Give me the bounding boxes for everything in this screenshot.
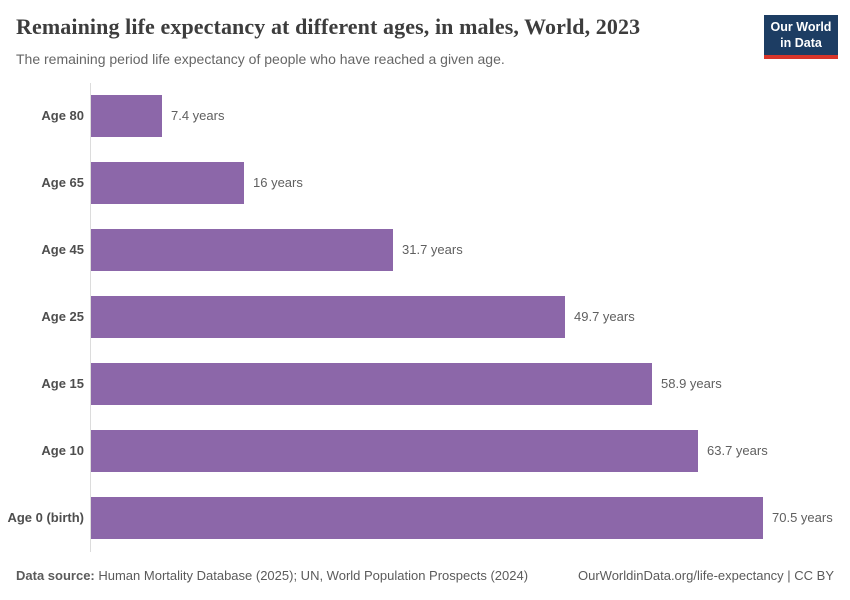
bar[interactable] [91, 497, 763, 539]
category-label: Age 65 [41, 175, 84, 190]
category-label: Age 15 [41, 376, 84, 391]
bar[interactable] [91, 95, 162, 137]
bar-chart: Age 80 7.4 years Age 65 16 years Age 45 31.7 … [0, 83, 850, 553]
value-label: 16 years [253, 175, 303, 190]
category-label: Age 0 (birth) [7, 510, 84, 525]
bar[interactable] [91, 430, 698, 472]
bar-row: Age 25 49.7 years [0, 296, 850, 338]
category-label: Age 10 [41, 443, 84, 458]
owid-logo[interactable]: Our World in Data [764, 15, 838, 60]
value-label: 31.7 years [402, 242, 463, 257]
bar-row: Age 10 63.7 years [0, 430, 850, 472]
value-label: 70.5 years [772, 510, 833, 525]
y-axis-line [90, 83, 91, 552]
owid-logo-line2: in Data [780, 35, 822, 50]
value-label: 63.7 years [707, 443, 768, 458]
chart-title: Remaining life expectancy at different a… [16, 14, 641, 39]
value-label: 49.7 years [574, 309, 635, 324]
data-source-note: Data source: Human Mortality Database (2… [16, 568, 528, 583]
chart-footer: Data source: Human Mortality Database (2… [16, 568, 834, 583]
category-label: Age 80 [41, 108, 84, 123]
bar[interactable] [91, 363, 652, 405]
category-label: Age 25 [41, 309, 84, 324]
bar[interactable] [91, 229, 393, 271]
category-label: Age 45 [41, 242, 84, 257]
data-source-text: Human Mortality Database (2025); UN, Wor… [94, 568, 529, 583]
attribution-link[interactable]: OurWorldinData.org/life-expectancy | CC … [577, 568, 834, 583]
data-source-label: Data source: [16, 568, 95, 583]
value-label: 58.9 years [661, 376, 722, 391]
value-label: 7.4 years [171, 108, 225, 123]
bar-row: Age 45 31.7 years [0, 229, 850, 271]
bar-row: Age 15 58.9 years [0, 363, 850, 405]
chart-subtitle: The remaining period life expectancy of … [16, 51, 505, 67]
bar-row: Age 65 16 years [0, 162, 850, 204]
bar-row: Age 0 (birth) 70.5 years [0, 497, 850, 539]
bar[interactable] [91, 296, 565, 338]
bar[interactable] [91, 162, 244, 204]
bar-row: Age 80 7.4 years [0, 95, 850, 137]
owid-logo-line1: Our World [770, 20, 832, 34]
